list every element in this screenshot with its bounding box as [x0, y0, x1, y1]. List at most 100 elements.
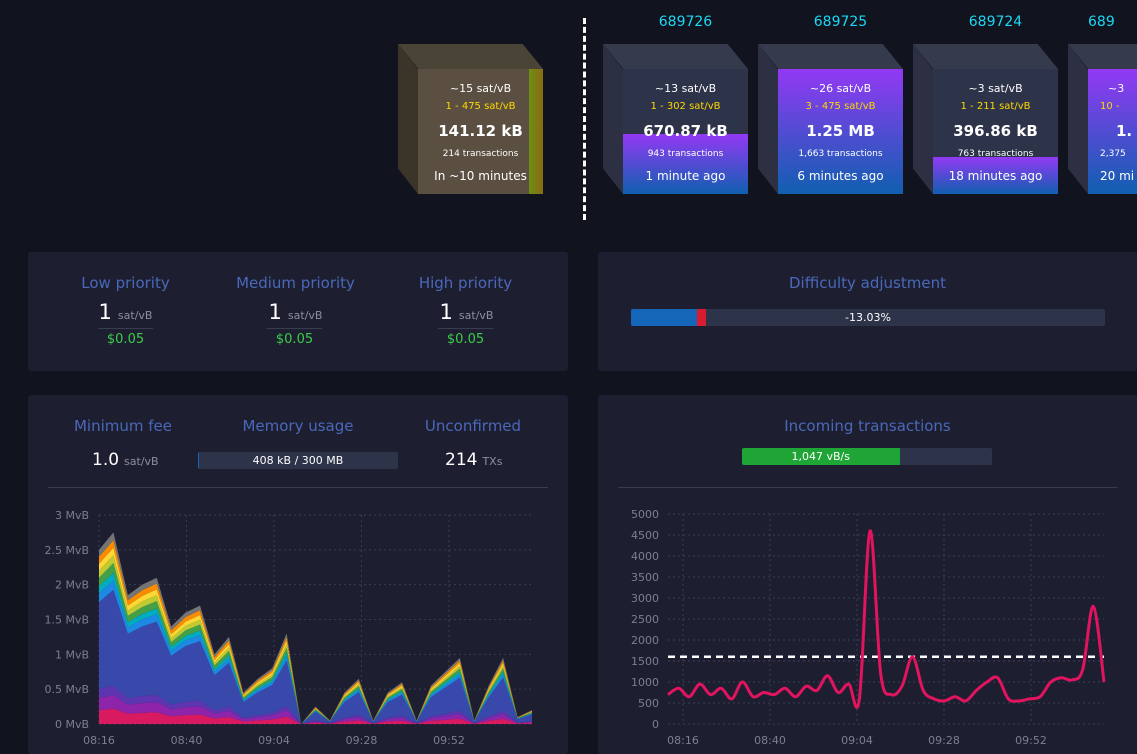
block-median-fee: ~13 sat/vB — [654, 82, 717, 95]
unconfirmed-label: Unconfirmed — [424, 417, 522, 435]
medium-priority-label: Medium priority — [236, 274, 355, 292]
block-tx-count: 2,375 — [1100, 149, 1126, 159]
mined-block[interactable]: ~3 sat/vB 1 - 211 sat/vB 396.86 kB 763 t… — [913, 44, 1058, 194]
difficulty-change-label: -13.03% — [845, 311, 891, 324]
memory-usage-bar: 408 kB / 300 MB — [198, 452, 398, 469]
incoming-title: Incoming transactions — [784, 417, 951, 435]
block-fee-range: 3 - 475 sat/vB — [805, 101, 876, 112]
block-side — [1068, 44, 1088, 194]
y-tick-label: 5000 — [631, 508, 659, 521]
low-priority-usd: $0.05 — [98, 328, 153, 347]
block-age: 1 minute ago — [645, 169, 726, 183]
low-priority-fee: 1 sat/vB — [98, 300, 153, 324]
block-median-fee: ~26 sat/vB — [809, 82, 872, 95]
difficulty-change-marker — [697, 309, 707, 326]
y-tick-label: 3 MvB — [55, 509, 89, 522]
difficulty-progress-fill — [631, 309, 698, 326]
block-top — [913, 44, 1058, 69]
high-priority-usd: $0.05 — [438, 328, 493, 347]
block-tx-count: 763 transactions — [957, 149, 1034, 159]
memory-usage-fill — [198, 452, 199, 469]
x-tick-label: 09:52 — [1015, 734, 1047, 747]
block-top — [758, 44, 903, 69]
y-tick-label: 0.5 MvB — [44, 683, 89, 696]
mined-block[interactable]: ~3 10 - 1. 2,375 20 mi — [1068, 44, 1137, 194]
block-face: ~13 sat/vB 1 - 302 sat/vB 670.87 kB 943 … — [623, 69, 748, 194]
high-priority-label: High priority — [418, 274, 513, 292]
difficulty-title: Difficulty adjustment — [789, 274, 946, 292]
medium-priority-fee: 1 sat/vB — [268, 300, 323, 324]
clipped-block-wrapper: 689 ~3 10 - 1. 2,375 20 mi — [1068, 0, 1137, 200]
unconfirmed-value: 214 TXs — [445, 450, 503, 470]
y-tick-label: 0 MvB — [55, 718, 89, 731]
block-height[interactable]: 689 — [1088, 14, 1115, 30]
block-height[interactable]: 689726 — [658, 14, 713, 30]
x-tick-label: 09:28 — [346, 734, 378, 747]
x-tick-label: 09:04 — [841, 734, 873, 747]
y-tick-label: 0 — [652, 718, 659, 731]
panel-divider — [48, 487, 548, 488]
memory-usage-label: Memory usage — [242, 417, 354, 435]
block-face: ~3 sat/vB 1 - 211 sat/vB 396.86 kB 763 t… — [933, 69, 1058, 194]
block-median-fee: ~3 sat/vB — [968, 82, 1023, 95]
incoming-rate-bar: 1,047 vB/s — [742, 448, 992, 465]
block-side — [758, 44, 778, 194]
incoming-series-line — [667, 529, 1106, 709]
mempool-fee-band — [99, 695, 532, 724]
block-fill — [1088, 69, 1137, 194]
mempool-fee-band — [99, 708, 532, 724]
medium-priority-usd: $0.05 — [267, 328, 322, 347]
minimum-fee-value: 1.0 sat/vB — [92, 450, 159, 470]
y-tick-label: 1 MvB — [55, 648, 89, 661]
incoming-rate-fill — [742, 448, 900, 465]
mempool-divider — [583, 18, 586, 220]
high-priority-fee: 1 sat/vB — [439, 300, 494, 324]
block-side — [603, 44, 623, 194]
block-fee-range: 1 - 211 sat/vB — [960, 101, 1031, 112]
block-tx-count: 943 transactions — [647, 149, 724, 159]
x-tick-label: 08:16 — [83, 734, 115, 747]
y-tick-label: 2 MvB — [55, 579, 89, 592]
mined-block[interactable]: ~13 sat/vB 1 - 302 sat/vB 670.87 kB 943 … — [603, 44, 748, 194]
mempool-size-chart[interactable]: 3 MvB 2.5 MvB 2 MvB 1.5 MvB 1 MvB 0.5 MvB 0 Mv… — [28, 495, 568, 754]
x-tick-label: 09:28 — [928, 734, 960, 747]
x-tick-label: 09:52 — [433, 734, 465, 747]
y-tick-label: 4000 — [631, 550, 659, 563]
block-size: 141.12 kB — [438, 122, 523, 140]
block-median-fee: ~15 sat/vB — [449, 82, 512, 95]
block-age: 18 minutes ago — [948, 169, 1043, 183]
incoming-panel: Incoming transactions 1,047 vB/s 5000 450… — [598, 395, 1137, 754]
x-tick-label: 08:40 — [171, 734, 203, 747]
block-face: ~15 sat/vB 1 - 475 sat/vB 141.12 kB 214 … — [418, 69, 543, 194]
block-age: 20 mi — [1100, 169, 1135, 183]
block-face: ~26 sat/vB 3 - 475 sat/vB 1.25 MB 1,663 … — [778, 69, 903, 194]
y-tick-label: 4500 — [631, 529, 659, 542]
block-tx-count: 1,663 transactions — [798, 149, 883, 159]
mempool-fee-band — [99, 685, 532, 724]
mempool-fee-band — [99, 589, 532, 724]
block-size: 670.87 kB — [643, 122, 728, 140]
block-fill — [623, 134, 748, 194]
y-tick-label: 1000 — [631, 676, 659, 689]
memory-usage-value: 408 kB / 300 MB — [252, 454, 344, 467]
incoming-vbytes-chart[interactable]: 5000450040003500300025002000150010005000… — [598, 495, 1137, 754]
block-fee-range: 10 - — [1100, 101, 1120, 112]
block-size: 1.25 MB — [806, 122, 875, 140]
block-age: 6 minutes ago — [797, 169, 884, 183]
mempool-panel: Minimum fee 1.0 sat/vB Memory usage 408 k… — [28, 395, 568, 754]
y-tick-label: 2.5 MvB — [44, 544, 89, 557]
block-height[interactable]: 689724 — [968, 14, 1023, 30]
block-tx-count: 214 transactions — [442, 149, 519, 159]
block-top — [603, 44, 748, 69]
block-fill — [933, 156, 1058, 194]
x-tick-label: 08:16 — [667, 734, 699, 747]
block-height[interactable]: 689725 — [813, 14, 868, 30]
block-median-fee: ~3 — [1108, 82, 1125, 95]
y-tick-label: 1500 — [631, 655, 659, 668]
mined-block[interactable]: ~26 sat/vB 3 - 475 sat/vB 1.25 MB 1,663 … — [758, 44, 903, 194]
block-size: 396.86 kB — [953, 122, 1038, 140]
y-tick-label: 3000 — [631, 592, 659, 605]
difficulty-progress-bar: -13.03% — [631, 309, 1105, 326]
block-eta: In ~10 minutes — [434, 169, 527, 183]
pending-block[interactable]: ~15 sat/vB 1 - 475 sat/vB 141.12 kB 214 … — [398, 44, 543, 194]
